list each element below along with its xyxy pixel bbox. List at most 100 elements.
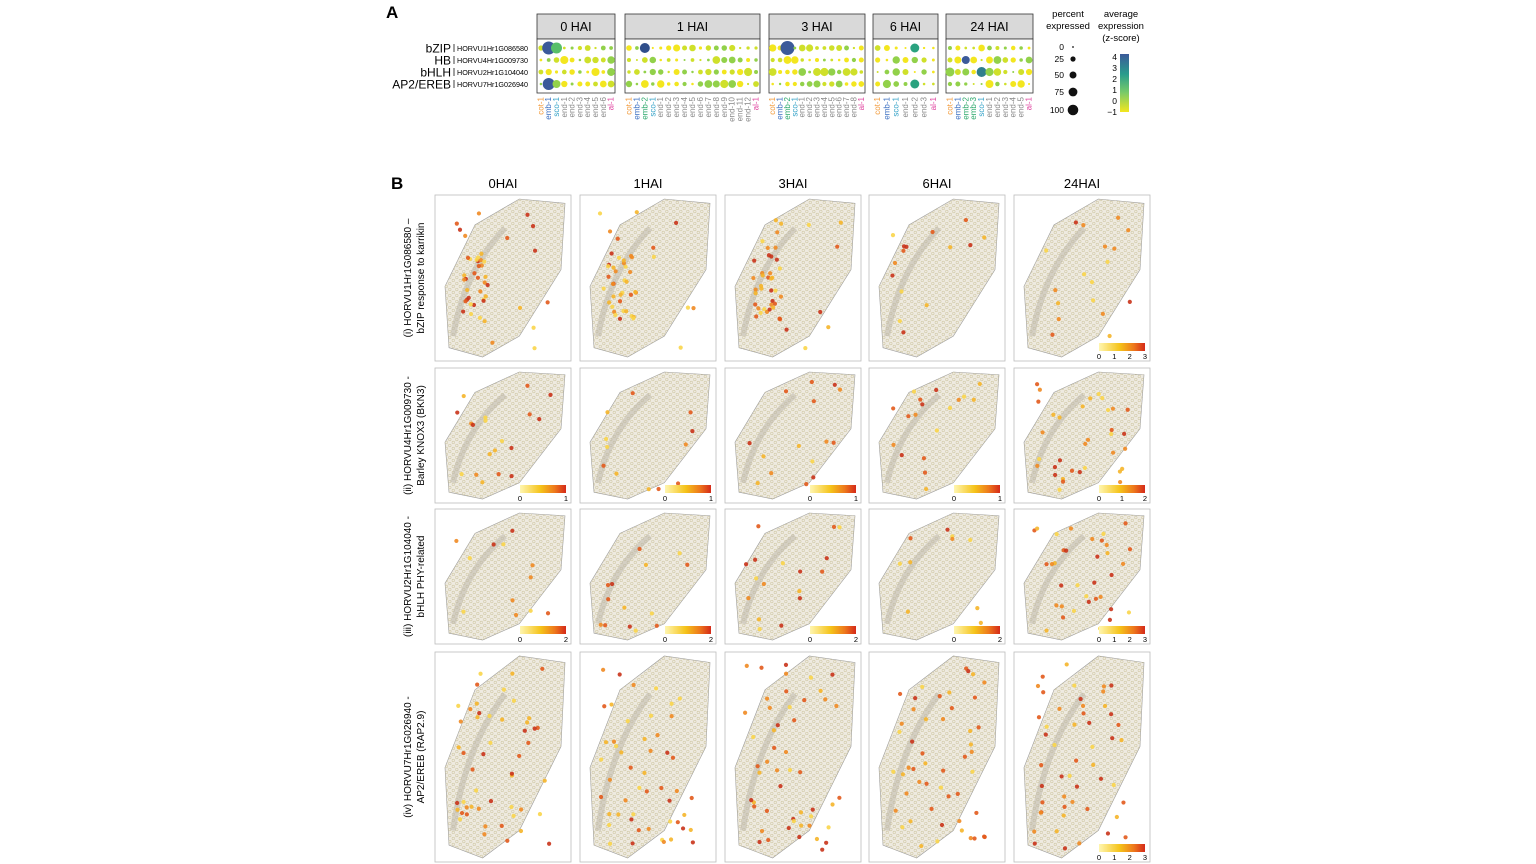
expression-spot xyxy=(1104,542,1109,548)
dot xyxy=(1017,80,1025,88)
expression-spot xyxy=(806,222,811,227)
expression-spot xyxy=(972,836,977,841)
expression-spot xyxy=(691,306,696,311)
expression-spot xyxy=(603,740,609,745)
dot xyxy=(947,81,953,87)
expression-spot xyxy=(1070,799,1075,805)
expression-spot xyxy=(755,764,760,769)
expression-spot xyxy=(982,680,987,685)
expression-spot xyxy=(826,825,831,830)
expression-spot xyxy=(669,714,674,719)
expression-spot xyxy=(628,292,634,297)
expression-spot xyxy=(479,251,484,256)
expression-spot xyxy=(807,823,812,828)
expression-spot xyxy=(618,292,623,297)
expression-spot xyxy=(517,753,522,759)
cluster-label: end-6 xyxy=(599,96,608,117)
expression-spot xyxy=(491,542,496,547)
expression-spot xyxy=(613,312,618,318)
cluster-label: end-6 xyxy=(835,96,844,117)
expression-spot xyxy=(690,840,695,845)
spot-grid xyxy=(1024,656,1144,858)
cluster-label: end-9 xyxy=(720,96,729,117)
dot xyxy=(673,69,680,75)
scale-bar xyxy=(954,485,1000,493)
expression-spot xyxy=(457,227,463,232)
expression-spot xyxy=(826,325,831,330)
spot-grid xyxy=(735,656,855,858)
dot xyxy=(737,68,744,76)
expression-spot xyxy=(607,812,612,817)
dot xyxy=(667,70,670,74)
dot xyxy=(720,79,729,89)
scale-tick: 0 xyxy=(518,635,522,644)
expression-spot xyxy=(977,381,982,387)
expression-spot xyxy=(482,280,487,285)
expression-spot xyxy=(1069,468,1075,473)
expression-spot xyxy=(797,588,802,594)
expression-spot xyxy=(920,402,925,407)
expression-spot xyxy=(482,319,487,324)
expression-spot xyxy=(477,315,483,320)
dot xyxy=(666,82,671,86)
dot xyxy=(721,69,727,75)
expression-spot xyxy=(522,728,527,733)
gene-row-labels: bZIP HORVU1Hr1G086580 HB HORVU4Hr1G009730 bH… xyxy=(392,42,528,92)
cluster-label: emb-1 xyxy=(632,96,641,119)
expression-spot xyxy=(969,749,974,754)
expression-spot xyxy=(527,412,532,417)
expression-spot xyxy=(601,286,606,291)
expression-spot xyxy=(678,345,683,350)
color-legend-tick: 1 xyxy=(1112,85,1117,95)
dot xyxy=(682,69,688,75)
size-legend-dot xyxy=(1070,56,1076,62)
dot xyxy=(980,58,983,62)
color-legend-tick: 0 xyxy=(1112,96,1117,106)
expression-spot xyxy=(766,837,771,843)
expression-spot xyxy=(619,750,624,755)
expression-spot xyxy=(474,472,479,477)
dot xyxy=(626,57,632,63)
cluster-label: al-1 xyxy=(607,96,616,110)
expression-spot xyxy=(683,442,688,447)
expression-spot xyxy=(1101,689,1106,694)
cluster-label: end-1 xyxy=(798,96,807,117)
expression-spot xyxy=(642,736,647,742)
expression-spot xyxy=(955,791,960,797)
expression-spot xyxy=(919,843,924,849)
expression-spot xyxy=(1071,608,1077,614)
expression-spot xyxy=(623,798,628,803)
expression-spot xyxy=(629,255,635,260)
dot xyxy=(893,81,900,87)
expression-spot xyxy=(959,828,964,833)
tile: 0 1 2 3 xyxy=(1013,508,1151,645)
dot xyxy=(829,81,835,87)
expression-spot xyxy=(920,751,925,756)
dot xyxy=(770,57,775,63)
expression-spot xyxy=(470,767,475,772)
cluster-label: end-4 xyxy=(680,96,689,117)
dot xyxy=(607,56,615,64)
expression-spot xyxy=(526,740,531,746)
timepoint-header: 3HAI xyxy=(779,176,808,191)
expression-spot xyxy=(1100,396,1105,401)
scale-tick: 1 xyxy=(564,494,568,503)
expression-spot xyxy=(1037,457,1042,462)
dot xyxy=(729,69,735,75)
cluster-label: emb-1 xyxy=(544,96,553,119)
expression-spot xyxy=(1123,835,1128,840)
expression-spot xyxy=(769,288,774,293)
dot xyxy=(778,69,783,75)
dot xyxy=(808,70,812,74)
expression-spot xyxy=(814,836,820,842)
expression-spot xyxy=(777,266,782,271)
expression-spot xyxy=(1050,332,1055,337)
expression-spot xyxy=(940,717,946,722)
dot xyxy=(651,82,655,86)
dot xyxy=(754,46,758,50)
expression-spot xyxy=(598,794,604,800)
expression-spot xyxy=(1109,607,1114,612)
expression-spot xyxy=(837,525,842,530)
dot xyxy=(955,45,961,51)
expression-spot xyxy=(762,307,767,312)
